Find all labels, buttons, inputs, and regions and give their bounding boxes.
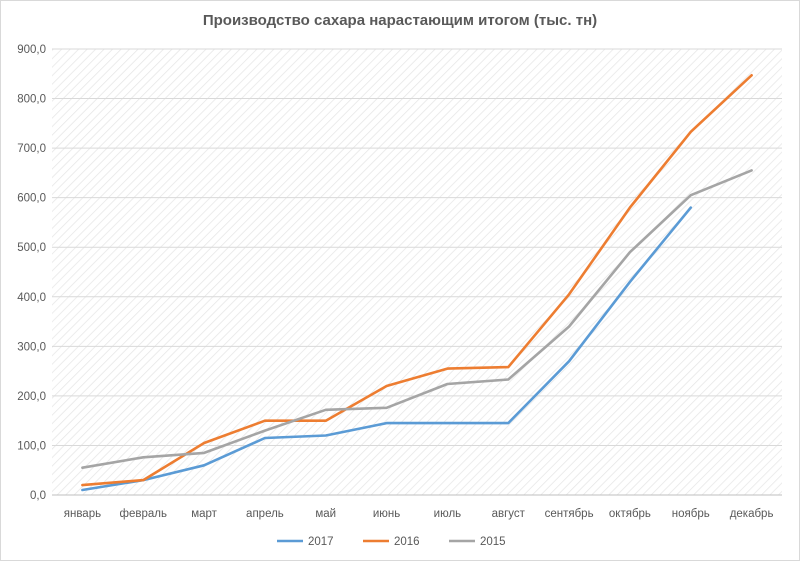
chart-title: Производство сахара нарастающим итогом (… (202, 12, 598, 29)
x-tick-label: март (191, 508, 217, 520)
y-tick-label: 400,0 (17, 292, 46, 304)
x-tick-label: ноябрь (672, 508, 710, 520)
y-tick-label: 0,0 (30, 490, 46, 502)
y-tick-label: 800,0 (17, 94, 46, 106)
series-line-2016 (81, 74, 753, 487)
y-tick-label: 900,0 (17, 44, 46, 56)
legend-label-2017: 2017 (308, 536, 334, 548)
x-tick-label: декабрь (730, 508, 774, 520)
y-tick-label: 500,0 (17, 242, 46, 254)
x-tick-label: сентябрь (545, 508, 594, 520)
y-tick-label: 100,0 (17, 440, 46, 452)
x-tick-label: апрель (246, 508, 284, 520)
y-tick-label: 600,0 (17, 193, 46, 205)
y-tick-label: 200,0 (17, 391, 46, 403)
legend-label-2016: 2016 (394, 536, 420, 548)
y-tick-label: 700,0 (17, 143, 46, 155)
x-tick-label: февраль (120, 508, 167, 520)
series-line-2015 (81, 169, 753, 469)
x-tick-label: октябрь (609, 508, 651, 520)
plot-area (52, 49, 782, 495)
x-tick-label: июнь (373, 508, 400, 520)
x-tick-label: май (315, 508, 336, 520)
series-line-2017 (81, 206, 693, 492)
legend-label-2015: 2015 (480, 536, 506, 548)
x-tick-label: июль (434, 508, 462, 520)
x-tick-label: январь (64, 508, 101, 520)
y-tick-label: 300,0 (17, 341, 46, 353)
x-tick-label: август (492, 508, 526, 520)
